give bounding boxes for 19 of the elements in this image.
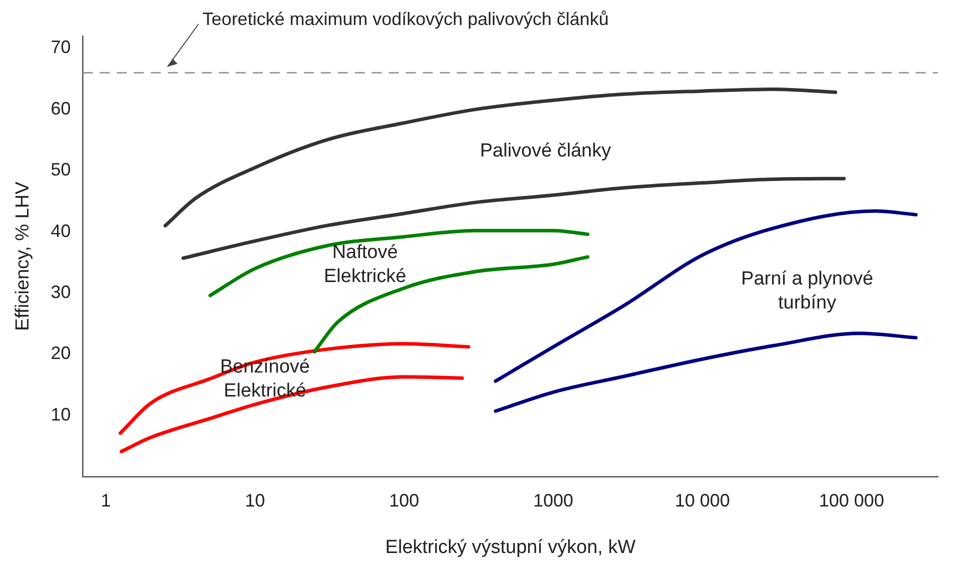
y-axis-title: Efficiency, % LHV: [12, 181, 34, 331]
x-axis-title: Elektrický výstupní výkon, kW: [385, 536, 636, 558]
y-tick-label: 50: [50, 160, 71, 180]
annotation: Naftové Elektrické: [324, 242, 406, 287]
x-tick-label: 100: [389, 490, 420, 510]
annotation: Palivové články: [480, 140, 612, 162]
x-tick-label: 1000: [533, 490, 574, 510]
x-tick-label: 10: [245, 490, 266, 510]
y-tick-label: 60: [50, 98, 71, 118]
y-tick-label: 40: [50, 220, 71, 241]
y-tick-label: 70: [50, 37, 71, 58]
y-tick-label: 10: [50, 404, 71, 424]
ref-line-label: Teoretické maximum vodíkových palivových článků: [202, 8, 609, 29]
x-tick-label: 1: [100, 490, 111, 510]
annotation: Parní a plynové turbíny: [741, 268, 874, 314]
y-tick-label: 30: [50, 282, 71, 302]
x-tick-label: 10 000: [674, 490, 730, 510]
y-tick-label: 20: [50, 343, 71, 364]
x-tick-label: 100 000: [819, 490, 884, 510]
